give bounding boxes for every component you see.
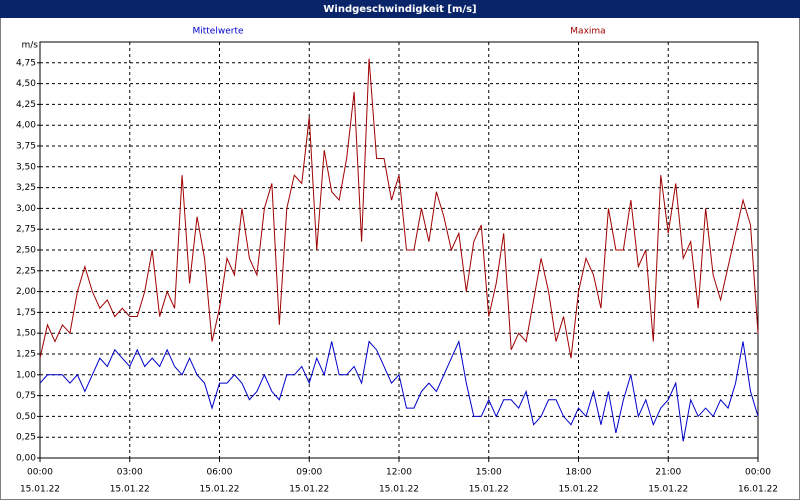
y-tick-label: 2,75 [16, 225, 36, 235]
y-tick-label: 2,50 [16, 246, 36, 256]
x-tick-label: 00:00 [745, 468, 771, 478]
y-tick-label: 4,00 [16, 121, 36, 131]
x-tick-label: 15.01.22 [20, 485, 60, 495]
series-line [39, 339, 759, 442]
y-axis-label: m/s [22, 41, 39, 51]
x-tick-label: 15:00 [476, 468, 502, 478]
x-tick-label: 15.01.22 [379, 485, 419, 495]
x-tick-label: 16.01.22 [738, 485, 778, 495]
x-tick-label: 18:00 [566, 468, 592, 478]
title-bar [0, 0, 800, 18]
x-tick-label: 09:00 [296, 468, 322, 478]
legend-entry: Maxima [570, 27, 605, 37]
x-tick-label: 15.01.22 [469, 485, 509, 495]
y-tick-label: 0,25 [16, 433, 36, 443]
x-tick-label: 06:00 [207, 468, 233, 478]
y-tick-label: 1,00 [16, 370, 36, 380]
x-tick-label: 15.01.22 [110, 485, 150, 495]
y-tick-label: 1,25 [16, 350, 36, 360]
y-tick-label: 0,75 [16, 391, 36, 401]
x-tick-label: 15.01.22 [558, 485, 598, 495]
y-tick-label: 0,00 [16, 454, 36, 464]
y-tick-label: 1,50 [16, 329, 36, 339]
y-tick-label: 4,50 [16, 79, 36, 89]
series-line [39, 58, 759, 359]
y-tick-label: 3,75 [16, 142, 36, 152]
y-tick-label: 4,75 [16, 58, 36, 68]
y-tick-label: 3,25 [16, 183, 36, 193]
x-tick-label: 12:00 [386, 468, 412, 478]
y-tick-label: 2,00 [16, 287, 36, 297]
x-tick-label: 15.01.22 [289, 485, 329, 495]
legend-entry: Mittelwerte [192, 27, 243, 37]
y-tick-label: 4,25 [16, 100, 36, 110]
chart-title: Windgeschwindigkeit [m/s] [323, 4, 476, 15]
y-tick-label: 3,00 [16, 204, 36, 214]
y-tick-label: 0,50 [16, 412, 36, 422]
y-tick-label: 2,25 [16, 266, 36, 276]
y-tick-label: 1,75 [16, 308, 36, 318]
y-tick-label: 3,50 [16, 162, 36, 172]
x-tick-label: 00:00 [27, 468, 53, 478]
x-tick-label: 03:00 [117, 468, 143, 478]
plot-area [39, 41, 759, 459]
x-tick-label: 15.01.22 [199, 485, 239, 495]
x-tick-label: 15.01.22 [648, 485, 688, 495]
x-tick-label: 21:00 [655, 468, 681, 478]
